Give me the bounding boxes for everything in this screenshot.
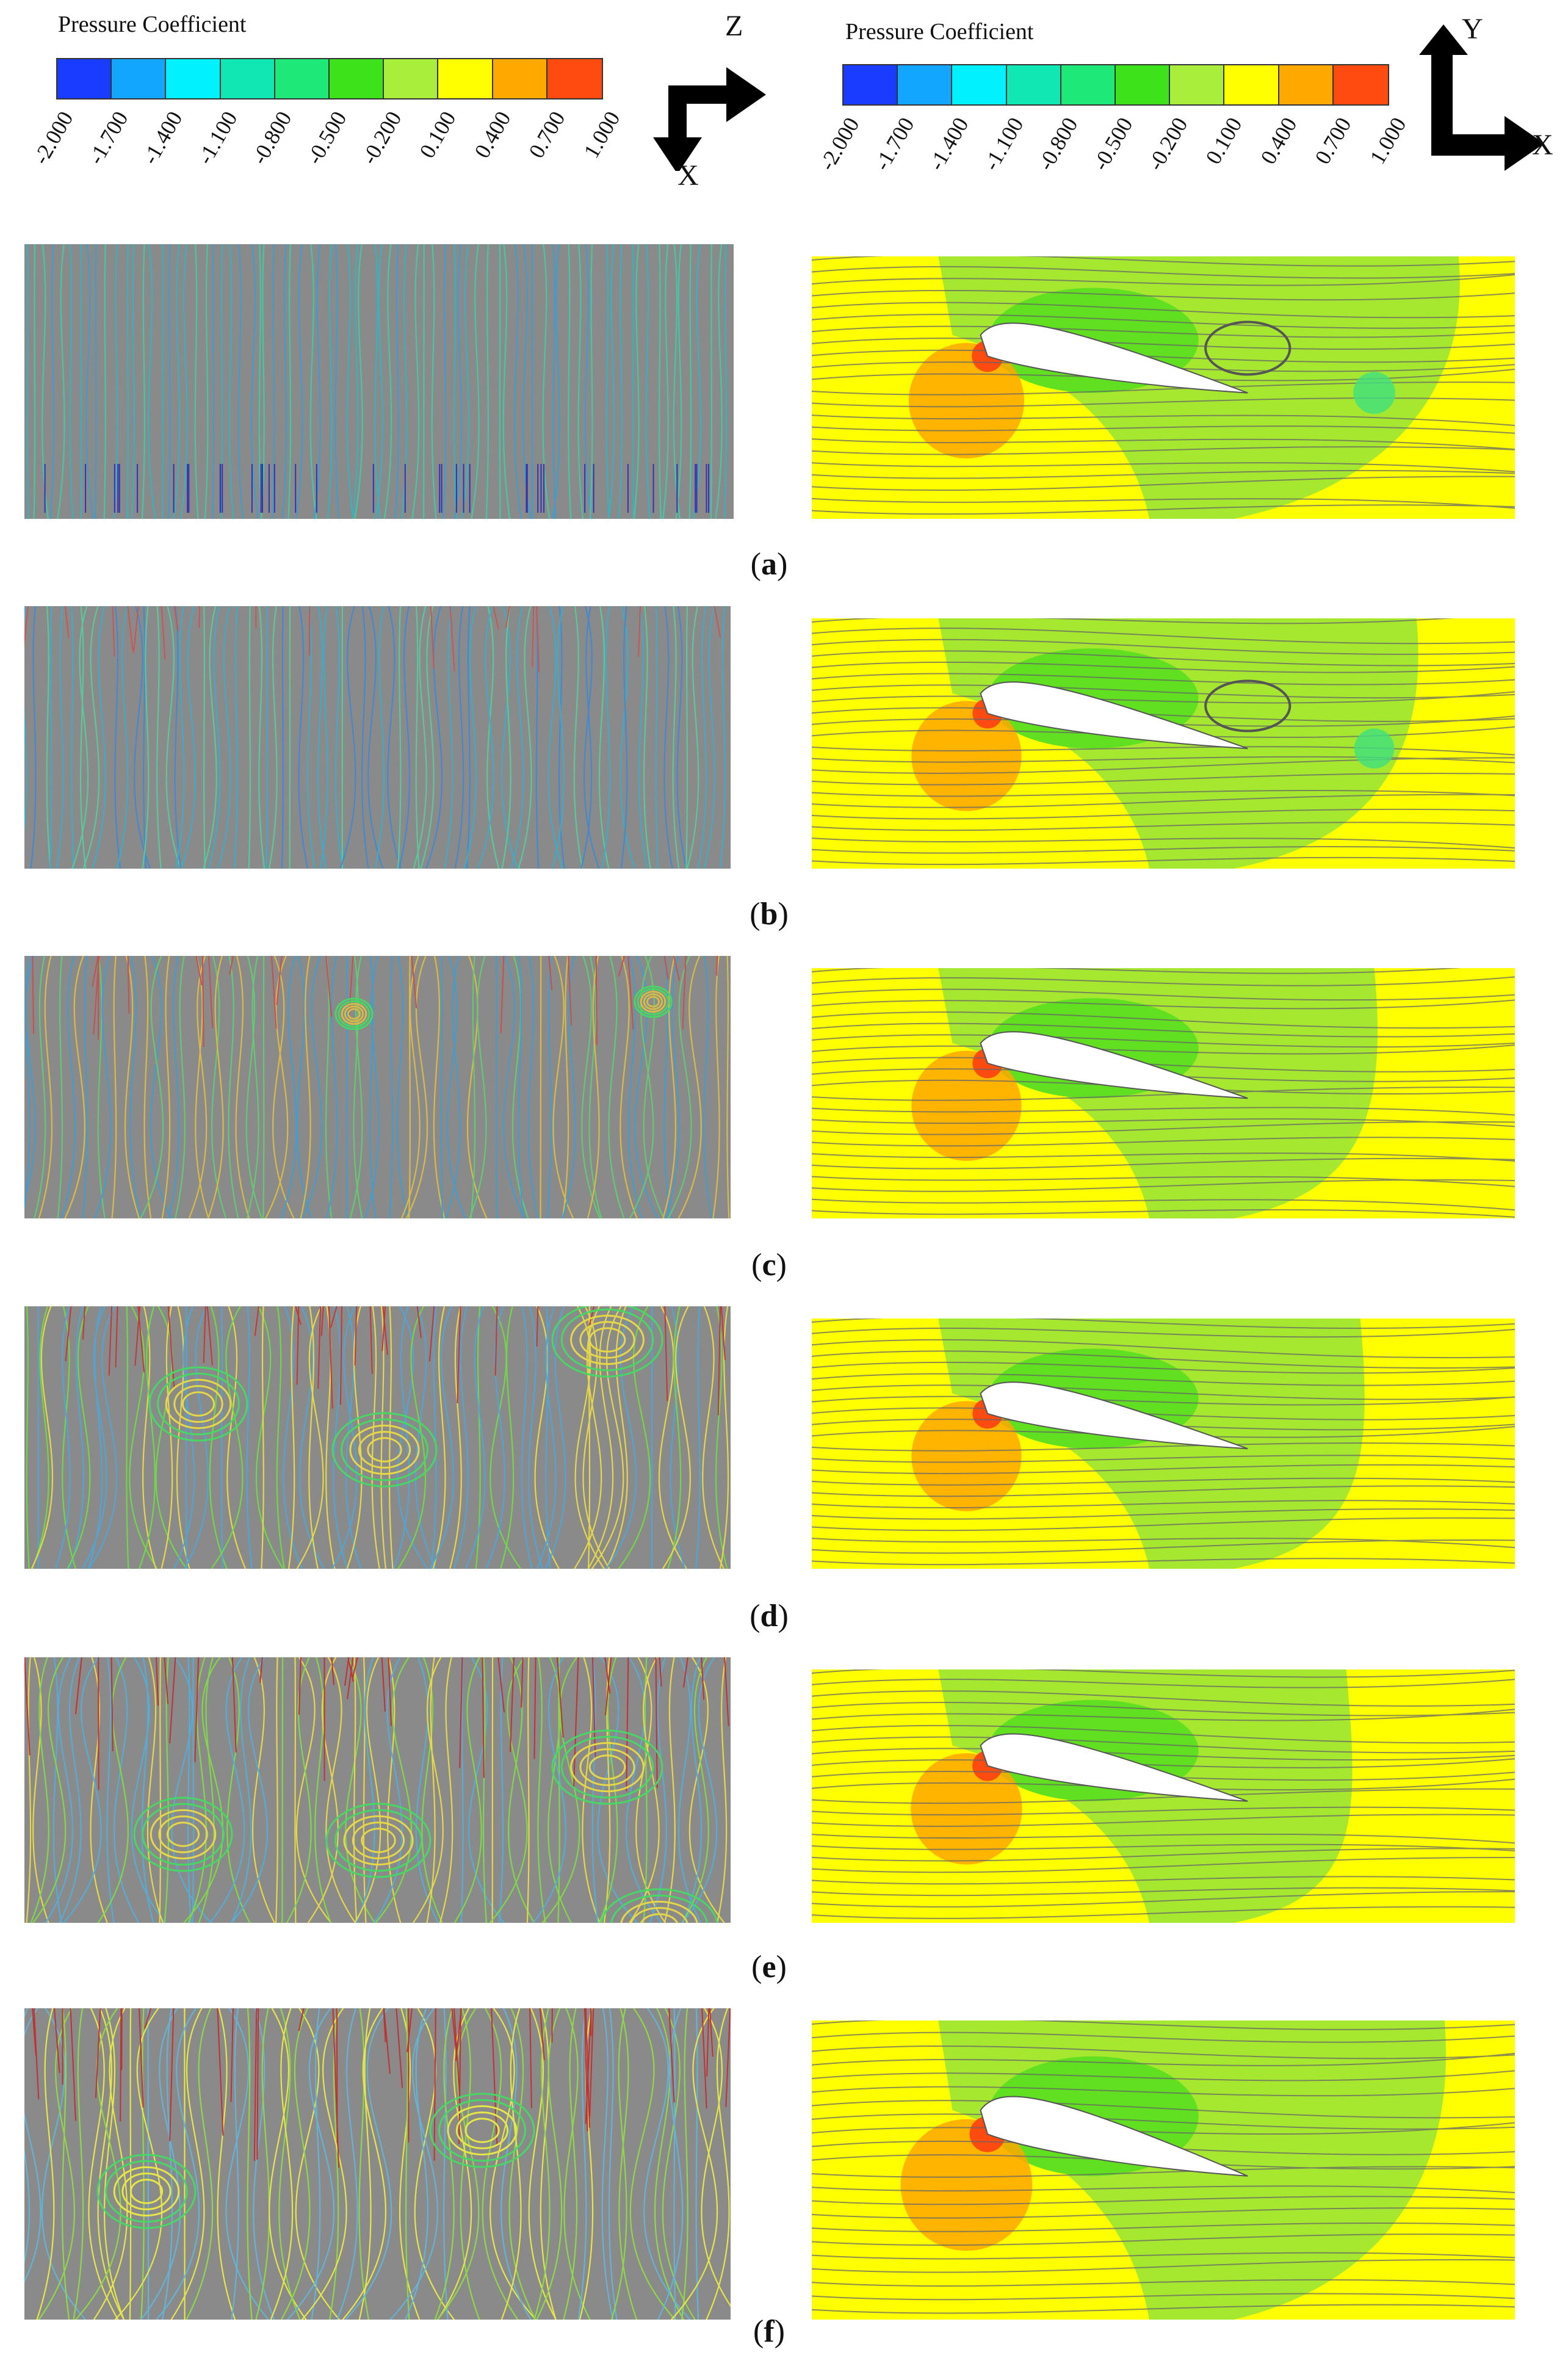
streamline-panel-3d	[24, 1306, 731, 1569]
pressure-contour-plot	[812, 968, 1515, 1218]
colorbar-tick-label: -0.800	[247, 107, 297, 169]
legend-right-title: Pressure Coefficient	[845, 19, 1034, 45]
panel-caption-letter: f	[764, 2314, 775, 2349]
panel-caption: (c)	[751, 1248, 787, 1282]
axes-left: Z X	[635, 10, 775, 192]
colorbar-swatch	[1170, 65, 1225, 104]
streamline-panel-3d	[24, 1657, 731, 1923]
pressure-contour-panel	[812, 618, 1515, 869]
colorbar-tick-label: 0.100	[1201, 113, 1247, 168]
colorbar-tick-label: 1.000	[1365, 113, 1411, 168]
colorbar-swatch	[384, 59, 439, 98]
colorbar-swatch	[1224, 65, 1279, 104]
colorbar-swatch	[57, 59, 112, 98]
colorbar-tick-label: -1.100	[192, 107, 242, 169]
colorbar-tick-label: -1.400	[923, 113, 974, 175]
streamline-panel-3d	[24, 2008, 731, 2320]
streamline-plot-3d	[24, 606, 731, 869]
panel-caption: (e)	[751, 1950, 787, 1984]
streamline-plot-3d	[24, 1657, 731, 1923]
pressure-contour-plot	[812, 618, 1515, 869]
colorbar-tick-label: -0.500	[1088, 113, 1138, 175]
legend-left-colorbar	[56, 58, 603, 99]
colorbar-tick-label: -2.000	[28, 107, 78, 169]
colorbar-tick-label: -0.500	[302, 107, 352, 169]
colorbar-swatch	[493, 59, 547, 98]
colorbar-swatch	[898, 65, 953, 104]
colorbar-tick-label: -1.700	[82, 107, 133, 169]
panel-caption-letter: a	[761, 547, 777, 582]
colorbar-tick-label: -0.800	[1033, 113, 1083, 175]
colorbar-swatch	[166, 59, 221, 98]
panel-caption: (a)	[750, 547, 788, 582]
pressure-contour-plot	[812, 256, 1515, 519]
axis-right-right-label: X	[1532, 129, 1553, 161]
colorbar-swatch	[112, 59, 167, 98]
pressure-contour-plot	[812, 1319, 1515, 1569]
colorbar-swatch	[952, 65, 1007, 104]
colorbar-tick-label: -1.100	[978, 113, 1028, 175]
streamline-panel-3d	[24, 956, 731, 1218]
colorbar-tick-label: -0.200	[356, 107, 406, 169]
colorbar-swatch	[275, 59, 330, 98]
colorbar-swatch	[844, 65, 898, 104]
legend-left-title: Pressure Coefficient	[58, 12, 247, 37]
colorbar-tick-label: -1.700	[869, 113, 919, 175]
pressure-contour-panel	[812, 256, 1515, 519]
colorbar-tick-label: 0.400	[1255, 113, 1302, 168]
colorbar-swatch	[547, 59, 602, 98]
pressure-contour-plot	[812, 1669, 1515, 1923]
streamline-panel-3d	[24, 244, 734, 519]
axis-arrows-left-icon	[653, 67, 766, 174]
colorbar-swatch	[1116, 65, 1171, 104]
colorbar-tick-label: 0.400	[469, 107, 516, 162]
colorbar-tick-label: 0.100	[414, 107, 461, 162]
colorbar-tick-label: 0.700	[524, 107, 570, 162]
colorbar-swatch	[1333, 65, 1389, 104]
legend-right-colorbar	[842, 64, 1389, 106]
panel-caption: (d)	[750, 1599, 789, 1633]
streamline-plot-3d	[24, 1306, 731, 1569]
streamline-plot-3d	[24, 2008, 731, 2320]
streamline-plot-3d	[24, 244, 734, 519]
colorbar-swatch	[1006, 65, 1061, 104]
pressure-contour-panel	[812, 1669, 1515, 1923]
axis-left-up-label: Z	[725, 10, 743, 42]
colorbar-tick-label: -1.400	[137, 107, 187, 169]
pressure-contour-panel	[812, 2020, 1515, 2320]
colorbar-tick-label: -0.200	[1142, 113, 1193, 175]
colorbar-swatch	[330, 59, 385, 98]
panel-caption: (f)	[753, 2314, 785, 2349]
colorbar-swatch	[1279, 65, 1334, 104]
panel-caption: (b)	[750, 897, 789, 932]
axis-right-up-label: Y	[1462, 13, 1483, 45]
axes-right: Y X	[1404, 12, 1568, 183]
axis-arrows-right-icon	[1419, 24, 1544, 171]
panel-caption-letter: b	[760, 897, 778, 932]
colorbar-swatch	[438, 59, 493, 98]
pressure-contour-panel	[812, 968, 1515, 1218]
streamline-panel-3d	[24, 606, 731, 869]
pressure-contour-plot	[812, 2020, 1515, 2320]
panel-caption-letter: c	[762, 1248, 776, 1282]
colorbar-swatch	[1061, 65, 1116, 104]
streamline-plot-3d	[24, 956, 731, 1218]
colorbar-tick-label: -2.000	[814, 113, 864, 175]
panel-caption-letter: d	[760, 1599, 778, 1633]
colorbar-tick-label: 0.700	[1310, 113, 1356, 168]
colorbar-swatch	[220, 59, 275, 98]
panel-caption-letter: e	[762, 1950, 776, 1984]
colorbar-tick-label: 1.000	[579, 107, 625, 162]
pressure-contour-panel	[812, 1319, 1515, 1569]
axis-left-down-label: X	[677, 159, 699, 192]
